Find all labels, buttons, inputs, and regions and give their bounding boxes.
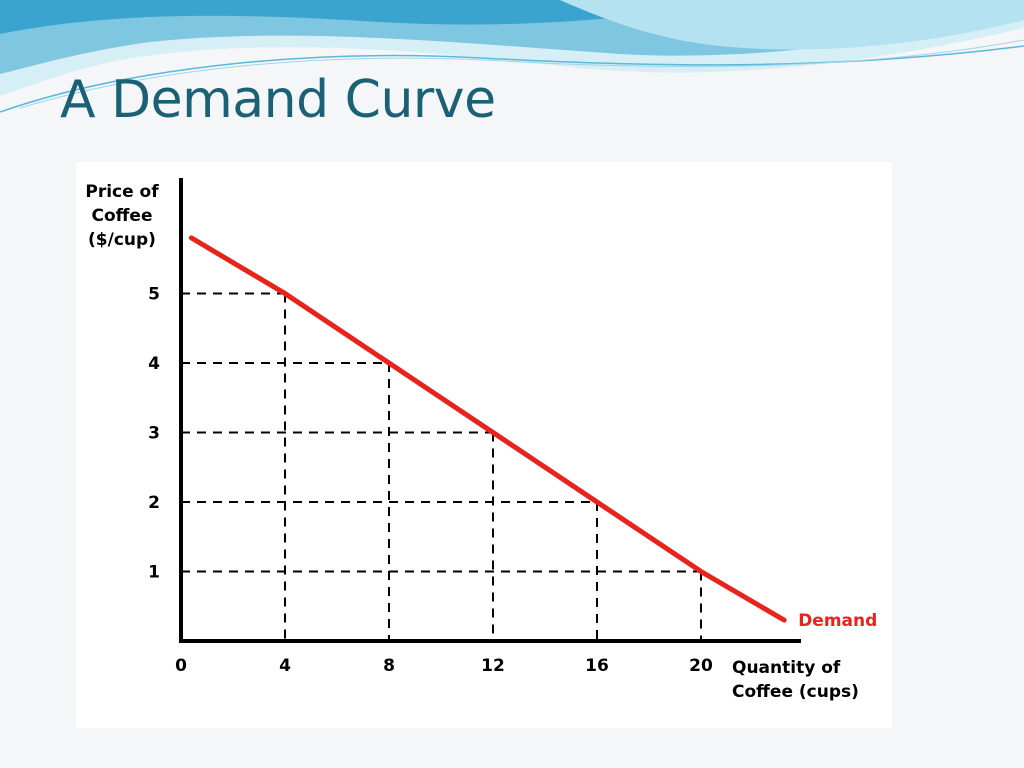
y-axis-title-line: Coffee [92, 206, 153, 226]
y-tick-label: 1 [148, 563, 160, 583]
slide-title: A Demand Curve [60, 70, 496, 130]
x-tick-label: 12 [481, 656, 505, 676]
y-tick-label: 3 [148, 424, 160, 444]
x-axis-title-line: Quantity of [732, 658, 841, 678]
y-axis-title-line: Price of [85, 182, 159, 202]
x-tick-label: 0 [175, 656, 187, 676]
banner-wave-dark [0, 0, 760, 34]
y-tick-label: 2 [148, 493, 160, 513]
header-banner [0, 0, 1024, 113]
banner-swoosh-line-2 [19, 39, 1024, 109]
x-tick-label: 20 [689, 656, 713, 676]
x-axis-title-line: Coffee (cups) [732, 682, 859, 702]
x-tick-label: 8 [383, 656, 395, 676]
y-tick-label: 5 [148, 285, 160, 305]
banner-wave-right [560, 0, 1024, 50]
y-axis-title-line: ($/cup) [88, 230, 156, 250]
x-tick-label: 4 [279, 656, 291, 676]
y-tick-label: 4 [148, 354, 160, 374]
chart-panel: Demand 1 2 3 4 5 0 4 8 12 16 20 Price of Coffee ($/cup… [76, 162, 892, 728]
x-tick-label: 16 [585, 656, 609, 676]
demand-label: Demand [798, 611, 877, 631]
demand-curve-line [188, 235, 787, 623]
